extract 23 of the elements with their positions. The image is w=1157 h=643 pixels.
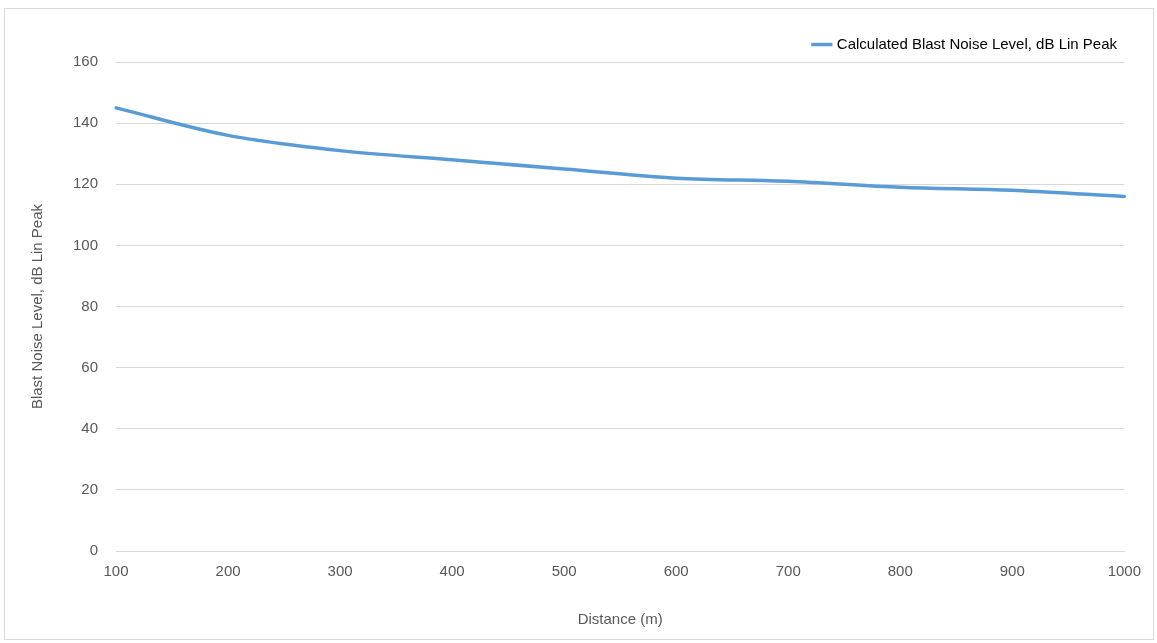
x-tick-label: 100 <box>103 562 129 580</box>
y-axis-title: Blast Noise Level, dB Lin Peak <box>28 203 46 410</box>
y-tick-label: 80 <box>81 296 99 314</box>
line-series <box>114 106 1127 199</box>
y-tick-label: 40 <box>81 418 99 436</box>
x-tick-label: 200 <box>215 562 241 580</box>
x-tick-label: 500 <box>551 562 577 580</box>
x-axis-title: Distance (m) <box>577 610 663 628</box>
x-tick-label: 800 <box>887 562 913 580</box>
x-tick-label: 600 <box>663 562 689 580</box>
x-tick-label: 1000 <box>1107 562 1141 580</box>
y-tick-label: 120 <box>73 174 99 192</box>
x-tick-label: 900 <box>999 562 1025 580</box>
y-tick-label: 160 <box>73 52 99 70</box>
legend-label: Calculated Blast Noise Level, dB Lin Peak <box>836 34 1118 52</box>
x-tick-label: 400 <box>439 562 465 580</box>
x-tick-label: 700 <box>775 562 801 580</box>
x-tick-label: 300 <box>327 562 353 580</box>
y-tick-label: 0 <box>89 541 99 559</box>
y-tick-label: 20 <box>81 480 99 498</box>
y-tick-label: 60 <box>81 357 99 375</box>
y-tick-label: 140 <box>73 113 99 131</box>
y-tick-label: 100 <box>73 235 99 253</box>
